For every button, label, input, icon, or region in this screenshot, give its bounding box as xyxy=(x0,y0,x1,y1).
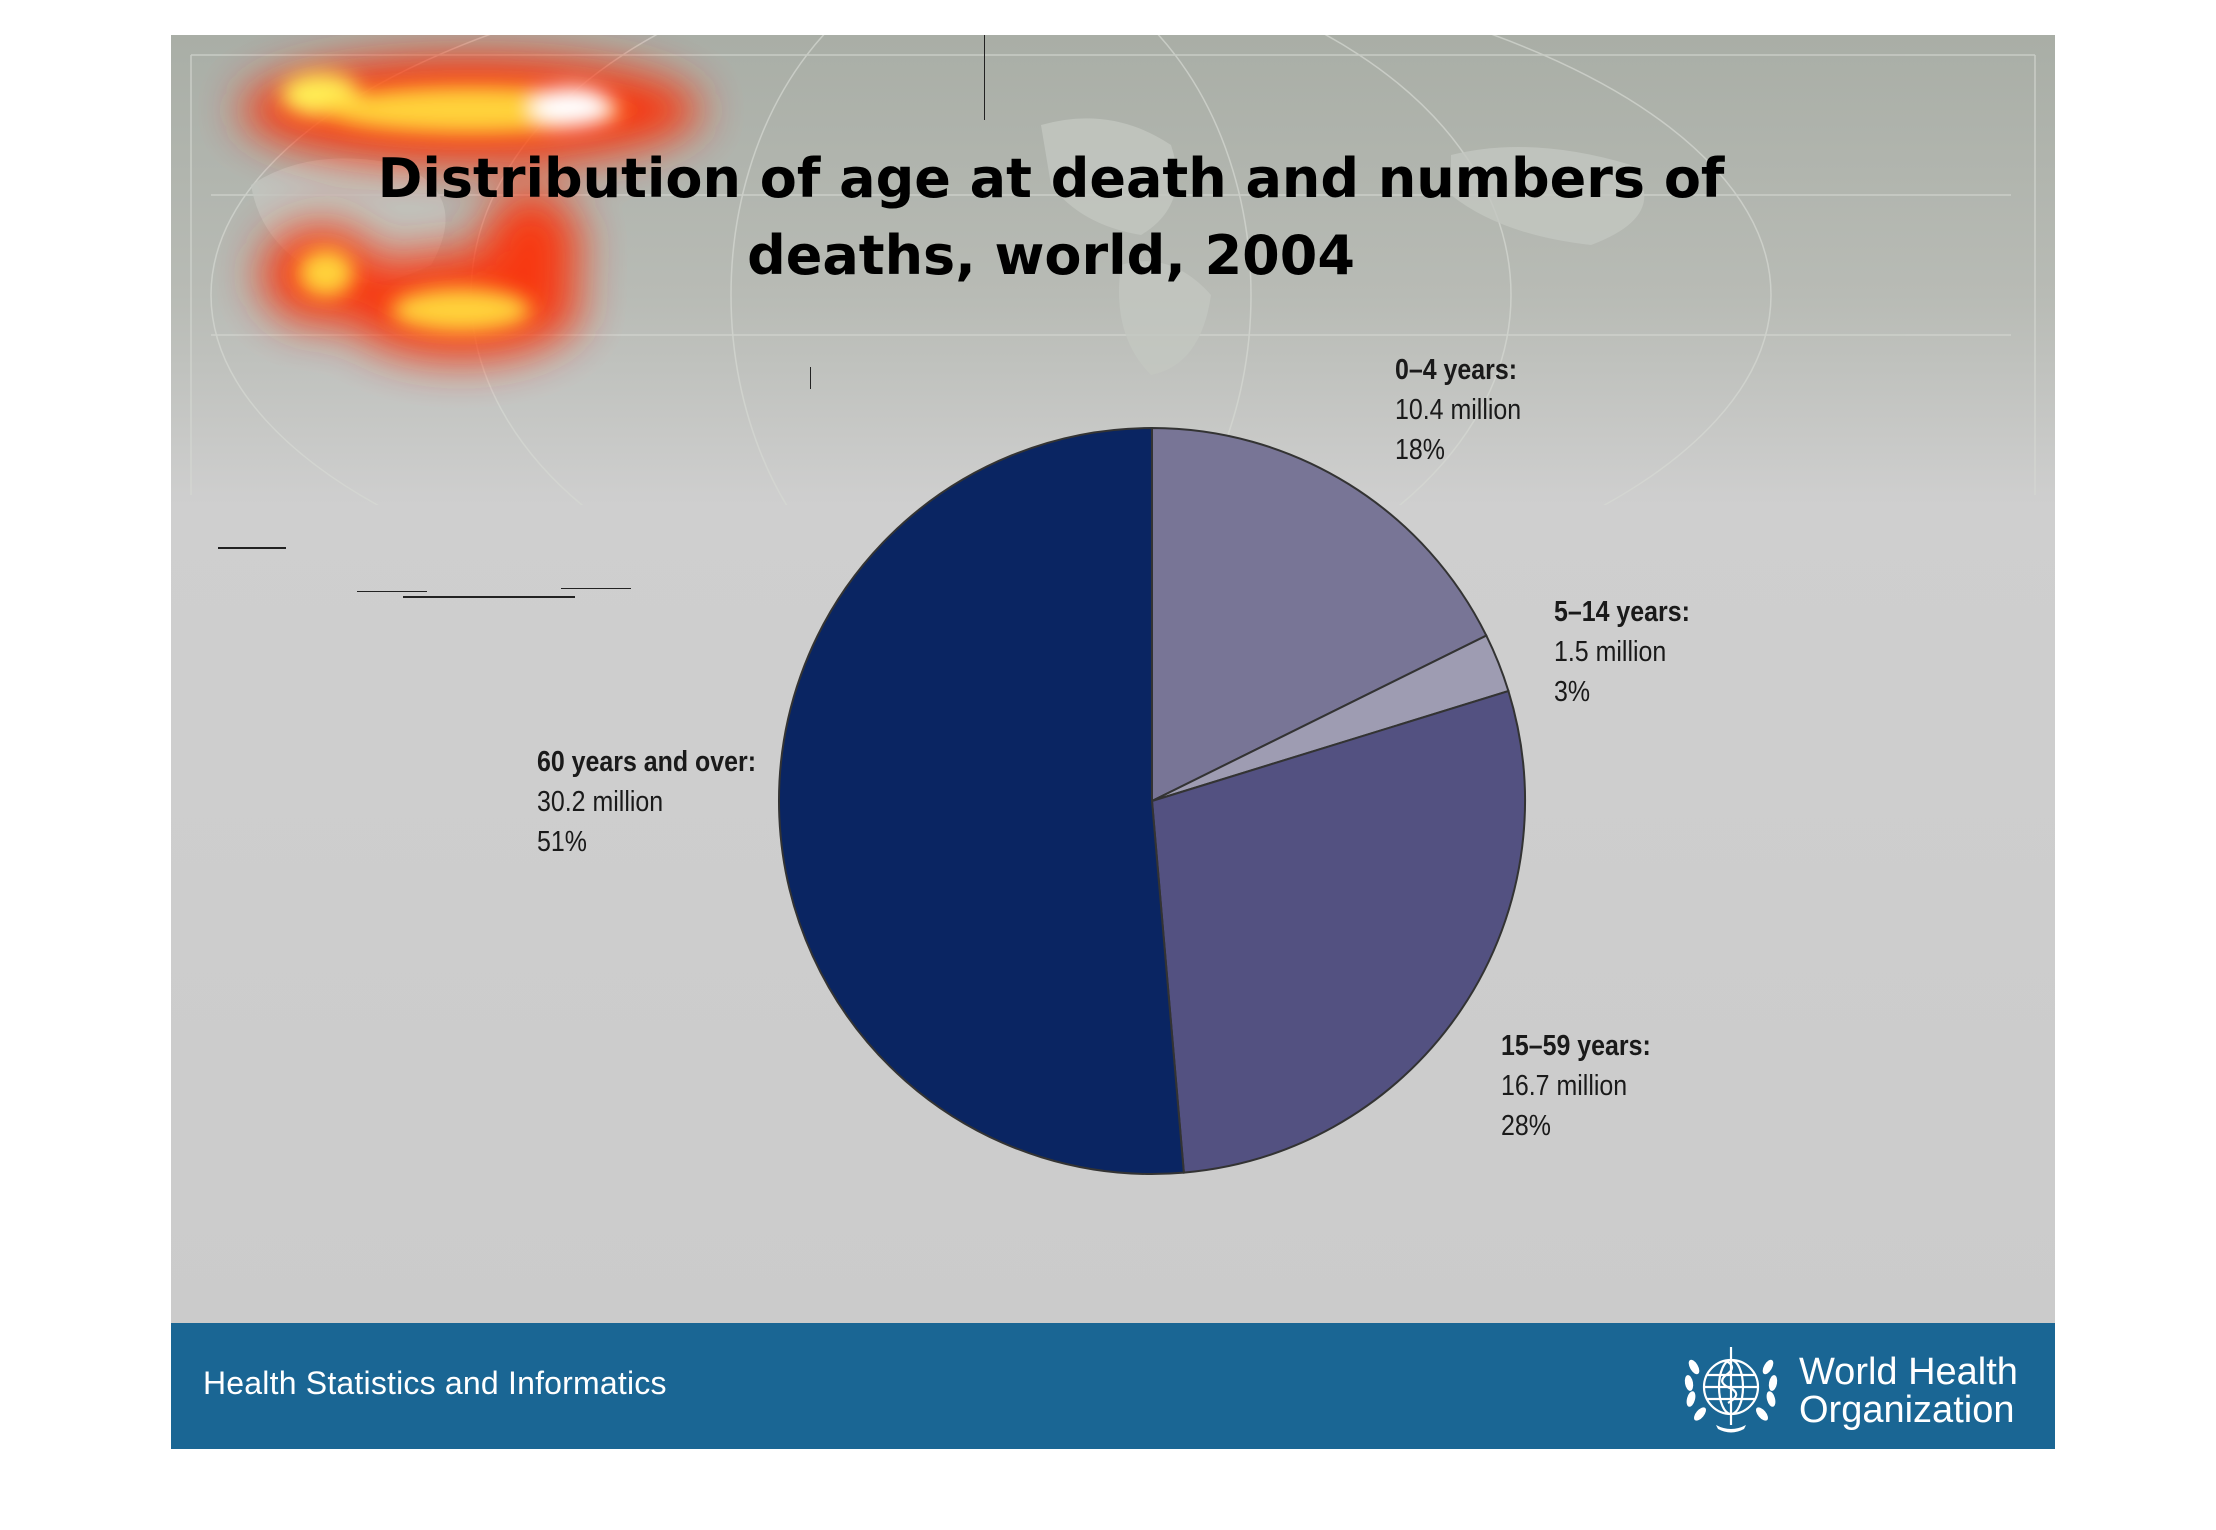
slice-name: 0–4 years: xyxy=(1395,354,1518,386)
horizontal-mark xyxy=(561,588,631,589)
slide: Distribution of age at death and numbers… xyxy=(171,35,2055,1449)
slice-value: 16.7 million xyxy=(1501,1070,1628,1102)
slice-value: 10.4 million xyxy=(1395,394,1522,426)
slice-percent: 3% xyxy=(1554,676,1591,708)
slice-percent: 51% xyxy=(537,826,587,858)
footer-bar: Health Statistics and Informatics xyxy=(171,1323,2055,1449)
who-emblem-icon xyxy=(1684,1347,1778,1433)
slice-name: 5–14 years: xyxy=(1554,596,1690,628)
horizontal-mark xyxy=(403,596,575,598)
slice-0-4-years xyxy=(1151,426,1488,803)
slice-label-60-years-and-over: 60 years and over: 30.2 million 51% xyxy=(537,742,756,862)
vertical-mark xyxy=(810,367,811,389)
slice-value: 30.2 million xyxy=(537,786,664,818)
slice-60-years-and-over xyxy=(778,426,1185,1175)
horizontal-mark xyxy=(218,547,286,549)
slice-percent: 28% xyxy=(1501,1110,1551,1142)
slice-value: 1.5 million xyxy=(1554,636,1667,668)
slice-label-15-59-years: 15–59 years: 16.7 million 28% xyxy=(1501,1026,1651,1146)
slice-15-59-years xyxy=(1150,689,1527,1174)
slice-name: 60 years and over: xyxy=(537,746,757,778)
footer-label: Health Statistics and Informatics xyxy=(203,1365,667,1401)
slice-label-0-4-years: 0–4 years: 10.4 million 18% xyxy=(1395,350,1521,470)
slice-label-5-14-years: 5–14 years: 1.5 million 3% xyxy=(1554,592,1690,712)
slice-percent: 18% xyxy=(1395,434,1445,466)
pie-chart xyxy=(778,426,1527,1175)
vertical-mark xyxy=(984,35,985,120)
organization-name: World Health Organization xyxy=(1799,1351,2018,1431)
slice-name: 15–59 years: xyxy=(1501,1030,1651,1062)
horizontal-mark xyxy=(357,591,427,592)
chart-title: Distribution of age at death and numbers… xyxy=(377,147,1725,287)
